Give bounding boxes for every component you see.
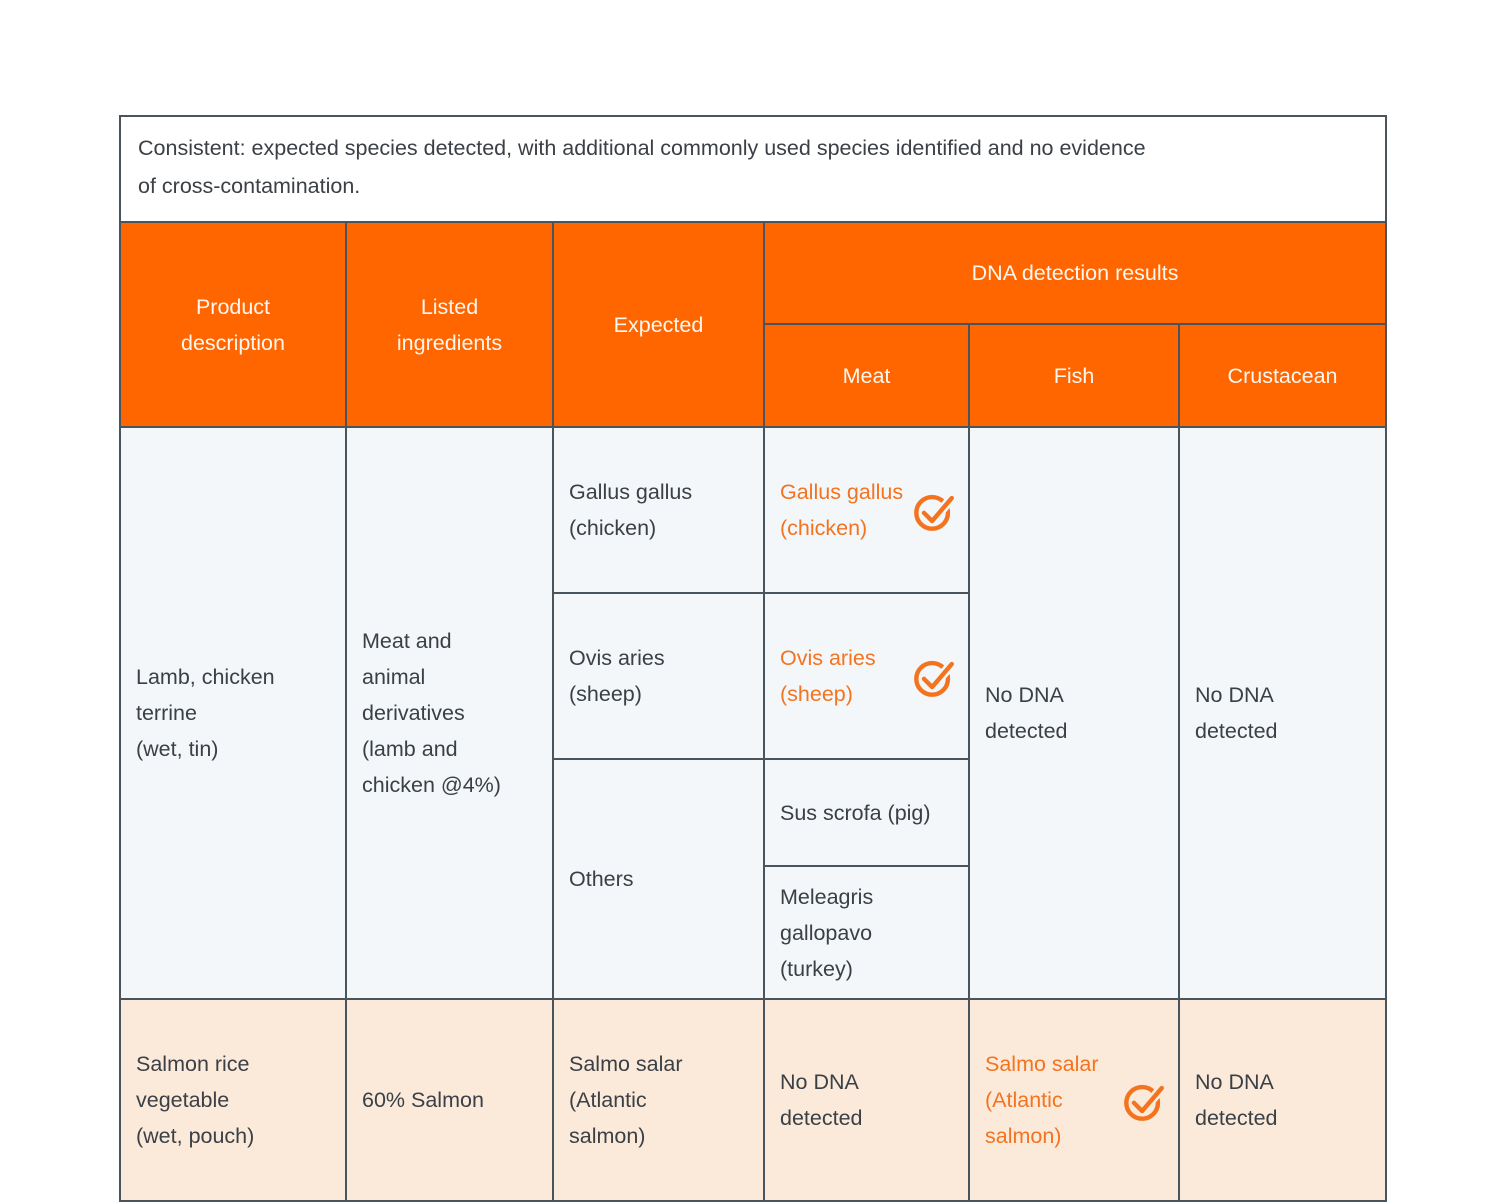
header-dna-detection-results: DNA detection results [762,221,1388,325]
cell-crustacean-no-dna-2: No DNA detected [1177,998,1388,1202]
header-product-description: Product description [119,221,347,428]
header-listed-ingredients: Listed ingredients [345,221,554,428]
dna-results-figure: Consistent: expected species detected, w… [118,115,1388,1202]
detected-species-label: Gallus gallus (chicken) [780,480,904,540]
header-meat: Meat [763,323,970,428]
cell-listed-meat-animal-derivatives: Meat and animal derivatives (lamb and ch… [345,426,554,1000]
detected-species-label: Ovis aries (sheep) [780,646,876,706]
cell-fish-no-dna: No DNA detected [968,426,1180,1000]
cell-meat-sus-scrofa: Sus scrofa (pig) [763,758,970,867]
check-circle-icon [914,493,957,531]
cell-fish-salmo-salar-detected: Salmo salar (Atlantic salmon) [968,998,1180,1202]
cell-expected-gallus-gallus: Gallus gallus (chicken) [552,426,765,594]
table-caption: Consistent: expected species detected, w… [118,115,1388,223]
cell-meat-meleagris-gallopavo: Meleagris gallopavo (turkey) [763,865,970,1000]
header-expected: Expected [552,221,765,428]
check-circle-icon [1124,1083,1167,1121]
dna-results-table: Consistent: expected species detected, w… [118,115,1388,1202]
cell-expected-ovis-aries: Ovis aries (sheep) [552,592,765,760]
cell-meat-gallus-gallus-detected: Gallus gallus (chicken) [763,426,970,594]
cell-meat-ovis-aries-detected: Ovis aries (sheep) [763,592,970,760]
header-fish: Fish [968,323,1180,428]
cell-listed-60-percent-salmon: 60% Salmon [345,998,554,1202]
cell-meat-no-dna: No DNA detected [763,998,970,1202]
cell-expected-others: Others [552,758,765,1000]
cell-product-lamb-chicken-terrine: Lamb, chicken terrine (wet, tin) [119,426,347,1000]
cell-crustacean-no-dna: No DNA detected [1177,426,1388,1000]
cell-expected-salmo-salar: Salmo salar (Atlantic salmon) [552,998,765,1202]
header-crustacean: Crustacean [1177,323,1388,428]
check-circle-icon [914,659,957,697]
detected-species-label: Salmo salar (Atlantic salmon) [985,1052,1099,1148]
cell-product-salmon-rice-vegetable: Salmon rice vegetable (wet, pouch) [119,998,347,1202]
